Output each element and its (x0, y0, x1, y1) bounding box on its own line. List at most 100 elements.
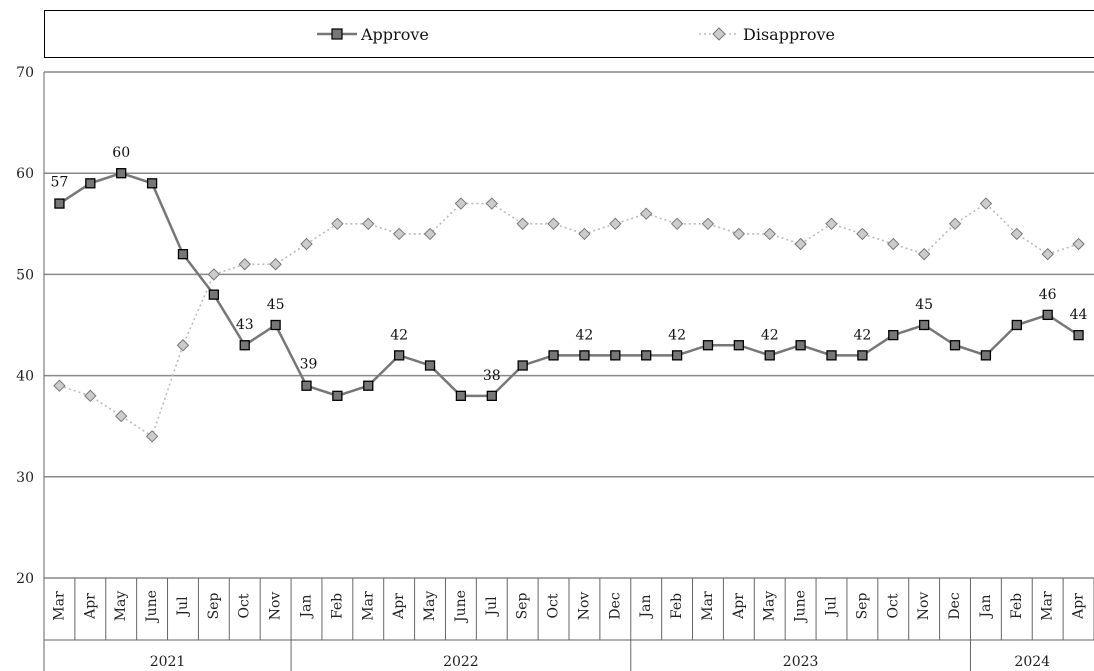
data-label-approve: 39 (300, 357, 318, 373)
data-point-disapprove (176, 339, 190, 352)
y-tick-label-40: 40 (16, 369, 34, 385)
data-point-approve (1011, 319, 1022, 331)
x-tick-label: Feb (329, 593, 345, 619)
x-tick-label: Jan (978, 595, 994, 620)
data-point-disapprove (547, 217, 560, 231)
data-label-approve: 42 (761, 327, 779, 343)
data-point-disapprove (856, 227, 869, 241)
data-label-approve: 42 (853, 327, 871, 343)
legend-swatch-disapprove (699, 27, 739, 41)
data-point-disapprove (1072, 237, 1085, 251)
data-point-approve (980, 350, 992, 361)
data-point-approve (888, 329, 899, 341)
x-tick-label: June (793, 590, 809, 624)
data-point-approve (424, 360, 436, 371)
y-tick-label-70: 70 (16, 65, 34, 81)
data-point-approve (116, 168, 127, 179)
data-point-disapprove (300, 237, 313, 251)
data-point-approve (208, 289, 220, 300)
x-tick-label: Oct (237, 593, 253, 618)
data-label-approve: 43 (236, 317, 254, 333)
data-point-approve (733, 340, 745, 351)
data-point-approve (548, 350, 559, 361)
data-point-disapprove (948, 217, 962, 231)
data-point-approve (918, 319, 930, 331)
data-point-disapprove (516, 217, 529, 231)
data-point-approve (301, 380, 312, 391)
data-point-disapprove (979, 197, 993, 210)
y-tick-label-30: 30 (16, 470, 34, 486)
x-tick-label: Dec (947, 592, 963, 620)
x-tick-label: Apr (82, 593, 98, 620)
data-point-approve (1042, 309, 1053, 321)
x-tick-label: May (422, 591, 438, 622)
data-point-disapprove (917, 247, 931, 261)
x-tick-label: Jul (175, 596, 191, 618)
data-point-approve (764, 350, 775, 361)
x-tick-label: Nov (576, 592, 592, 621)
data-point-disapprove (763, 227, 776, 241)
data-point-disapprove (825, 217, 838, 231)
data-point-approve (949, 340, 961, 351)
x-tick-label: June (453, 590, 469, 624)
data-point-disapprove (145, 430, 159, 443)
x-tick-label: Nov (268, 592, 284, 621)
data-point-disapprove (1010, 227, 1024, 241)
x-tick-label: Jan (638, 595, 654, 620)
x-tick-label: Oct (546, 593, 562, 618)
data-point-approve (857, 350, 868, 361)
data-point-approve (146, 178, 158, 189)
x-tick-label: Oct (885, 593, 901, 618)
data-point-approve (579, 350, 590, 361)
data-point-approve (671, 350, 683, 361)
data-point-disapprove (114, 409, 128, 423)
legend-label-disapprove: Disapprove (743, 24, 835, 44)
y-tick-label-50: 50 (16, 267, 34, 283)
year-label-2022: 2022 (443, 654, 479, 670)
data-label-approve: 42 (576, 327, 594, 343)
data-label-approve: 57 (51, 175, 69, 191)
data-point-disapprove (53, 379, 66, 392)
y-tick-label-60: 60 (16, 166, 34, 182)
x-tick-label: Feb (1009, 593, 1025, 619)
x-tick-label: Sep (515, 593, 531, 620)
data-point-disapprove (423, 227, 437, 241)
data-label-approve: 60 (112, 145, 130, 161)
data-point-disapprove (269, 258, 282, 271)
data-point-disapprove (578, 227, 591, 241)
x-tick-label: Jul (824, 596, 840, 618)
data-point-disapprove (639, 207, 653, 220)
data-point-disapprove (485, 197, 499, 210)
x-tick-label: Jul (484, 596, 500, 618)
data-point-approve (239, 340, 250, 351)
data-point-approve (486, 390, 497, 401)
x-tick-label: Mar (360, 591, 376, 621)
data-point-disapprove (794, 237, 807, 251)
data-point-disapprove (1041, 247, 1054, 261)
year-label-2024: 2024 (1014, 654, 1050, 670)
data-point-approve (177, 249, 189, 260)
data-label-approve: 42 (668, 327, 686, 343)
data-point-disapprove (732, 227, 746, 241)
x-tick-label: Apr (731, 593, 747, 620)
legend-item-approve: Approve (315, 23, 429, 45)
data-label-approve: 44 (1070, 307, 1088, 323)
x-tick-label: May (762, 591, 778, 622)
data-point-approve (455, 390, 467, 401)
x-tick-label: Jan (299, 595, 315, 620)
data-point-approve (795, 340, 806, 351)
data-point-approve (702, 340, 714, 351)
legend-item-disapprove: Disapprove (697, 23, 835, 45)
data-label-approve: 38 (483, 368, 501, 384)
x-tick-label: May (113, 591, 129, 622)
data-label-approve: 45 (915, 297, 933, 313)
data-point-approve (610, 350, 621, 361)
data-point-approve (270, 319, 281, 331)
data-point-disapprove (84, 389, 97, 403)
data-label-approve: 46 (1039, 287, 1057, 303)
data-point-approve (517, 360, 528, 371)
data-point-disapprove (670, 217, 684, 231)
x-tick-label: June (144, 590, 160, 624)
series-line-approve (58, 171, 1080, 398)
